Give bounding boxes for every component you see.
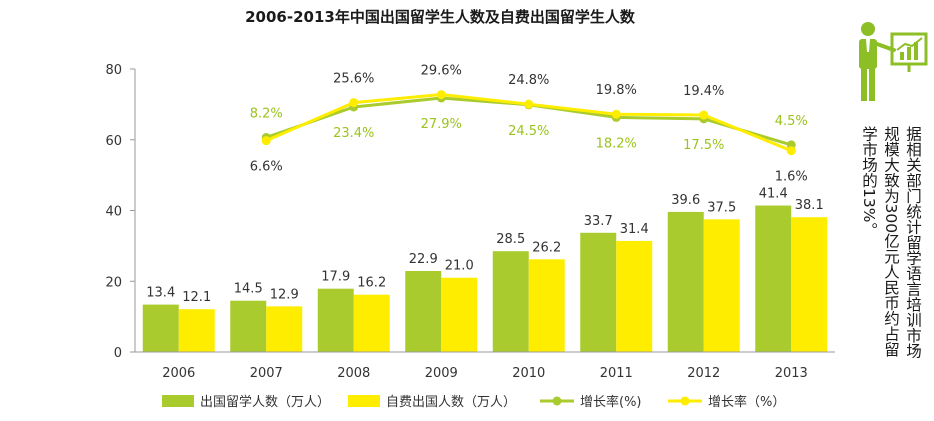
growth-rate-label: 4.5% — [775, 114, 808, 129]
x-tick-label: 2007 — [250, 366, 283, 381]
presenter-chart-icon — [859, 22, 928, 101]
y-tick-label: 60 — [105, 134, 122, 149]
growth-rate-point — [436, 90, 446, 100]
growth-rate-point — [699, 110, 709, 120]
bar — [266, 306, 303, 352]
chart-title: 2006-2013年中国出国留学生人数及自费出国留学生人数 — [245, 8, 636, 26]
growth-rate-point — [786, 146, 796, 156]
y-tick-label: 0 — [114, 346, 122, 361]
growth-rate-label: 19.8% — [596, 83, 637, 98]
growth-rate-label: 17.5% — [683, 138, 724, 153]
bar — [492, 251, 529, 352]
x-tick-label: 2010 — [512, 366, 545, 381]
bar — [791, 217, 828, 352]
legend-label: 自费出国人数（万人） — [386, 395, 516, 410]
growth-rate-label: 18.2% — [596, 136, 637, 151]
legend-swatch — [348, 395, 380, 407]
growth-rate-label: 6.6% — [250, 160, 283, 175]
growth-rate-label: 24.8% — [508, 73, 549, 88]
bar-data-label: 16.2 — [357, 276, 386, 291]
bar-series — [142, 205, 828, 352]
growth-rate-label: 27.9% — [421, 117, 462, 132]
bar-data-label: 21.0 — [445, 259, 474, 274]
bar-data-label: 41.4 — [759, 187, 788, 202]
legend-label: 增长率（%） — [708, 394, 785, 410]
growth-rate-label: 25.6% — [333, 72, 374, 87]
y-axis: 0 20 40 60 80 — [105, 63, 136, 361]
legend-label: 出国留学人数（万人） — [200, 394, 330, 410]
y-tick-label: 80 — [105, 63, 122, 78]
bar — [616, 240, 653, 352]
x-tick-label: 2012 — [687, 366, 720, 381]
x-tick-label: 2009 — [425, 366, 458, 381]
bar-data-label: 22.9 — [409, 252, 438, 267]
legend-swatch — [162, 395, 194, 407]
bar — [580, 232, 617, 352]
bar — [230, 300, 267, 352]
x-tick-label: 2006 — [162, 366, 195, 381]
bar — [667, 211, 704, 352]
bar-data-label: 38.1 — [795, 198, 824, 213]
bar-data-label: 14.5 — [234, 282, 263, 297]
bar-data-label: 13.4 — [146, 286, 175, 301]
bar — [142, 304, 179, 352]
bar-data-label: 28.5 — [496, 232, 525, 247]
growth-rate-label: 19.4% — [683, 84, 724, 99]
bar — [405, 270, 442, 352]
bar-data-label: 12.1 — [182, 290, 211, 305]
x-tick-label: 2011 — [600, 366, 633, 381]
bar-data-label: 26.2 — [532, 240, 561, 255]
bar-data-labels: 13.4 14.5 17.9 22.9 28.5 33.7 39.6 41.4 12.1 12.9… — [146, 187, 823, 306]
growth-rate-label: 24.5% — [508, 124, 549, 139]
bar-data-label: 37.5 — [707, 200, 736, 215]
bar-data-label: 39.6 — [671, 193, 700, 208]
y-tick-label: 20 — [105, 275, 122, 290]
bar — [755, 205, 792, 352]
bar — [703, 219, 740, 352]
growth-rate-label: 8.2% — [250, 106, 283, 121]
legend-marker — [680, 396, 690, 406]
bar-data-label: 31.4 — [620, 222, 649, 237]
bar — [178, 309, 215, 352]
bar — [353, 294, 390, 352]
x-tick-label: 2008 — [337, 366, 370, 381]
legend-label: 增长率(%) — [580, 394, 642, 410]
legend: 出国留学人数（万人） 自费出国人数（万人） 增长率(%) 增长率（%） — [162, 394, 785, 410]
bar — [441, 277, 478, 352]
growth-rate-label: 29.6% — [421, 64, 462, 79]
side-note: 据相关部门统计留学语言培训市场规模大致为300亿元人民币约占留学市场的13%。 — [860, 126, 922, 359]
bar-data-label: 33.7 — [584, 214, 613, 229]
bar — [317, 288, 354, 352]
legend-marker — [552, 396, 562, 406]
growth-rate-point — [524, 99, 534, 109]
growth-rate-point — [261, 136, 271, 146]
bar-data-label: 17.9 — [321, 270, 350, 285]
bar — [528, 259, 565, 352]
growth-rate-point — [349, 98, 359, 108]
growth-rate-label: 1.6% — [775, 170, 808, 185]
y-tick-label: 40 — [105, 205, 122, 220]
x-axis: 2006 2007 2008 2009 2010 2011 2012 2013 — [135, 351, 835, 381]
bar-data-label: 12.9 — [270, 287, 299, 302]
x-tick-label: 2013 — [775, 366, 808, 381]
growth-rate-lines: 8.2% 23.4% 27.9% 24.5% 18.2% 17.5% 4.5% 6.6% 25.… — [250, 64, 808, 185]
growth-rate-point — [611, 109, 621, 119]
growth-rate-label: 23.4% — [333, 126, 374, 141]
